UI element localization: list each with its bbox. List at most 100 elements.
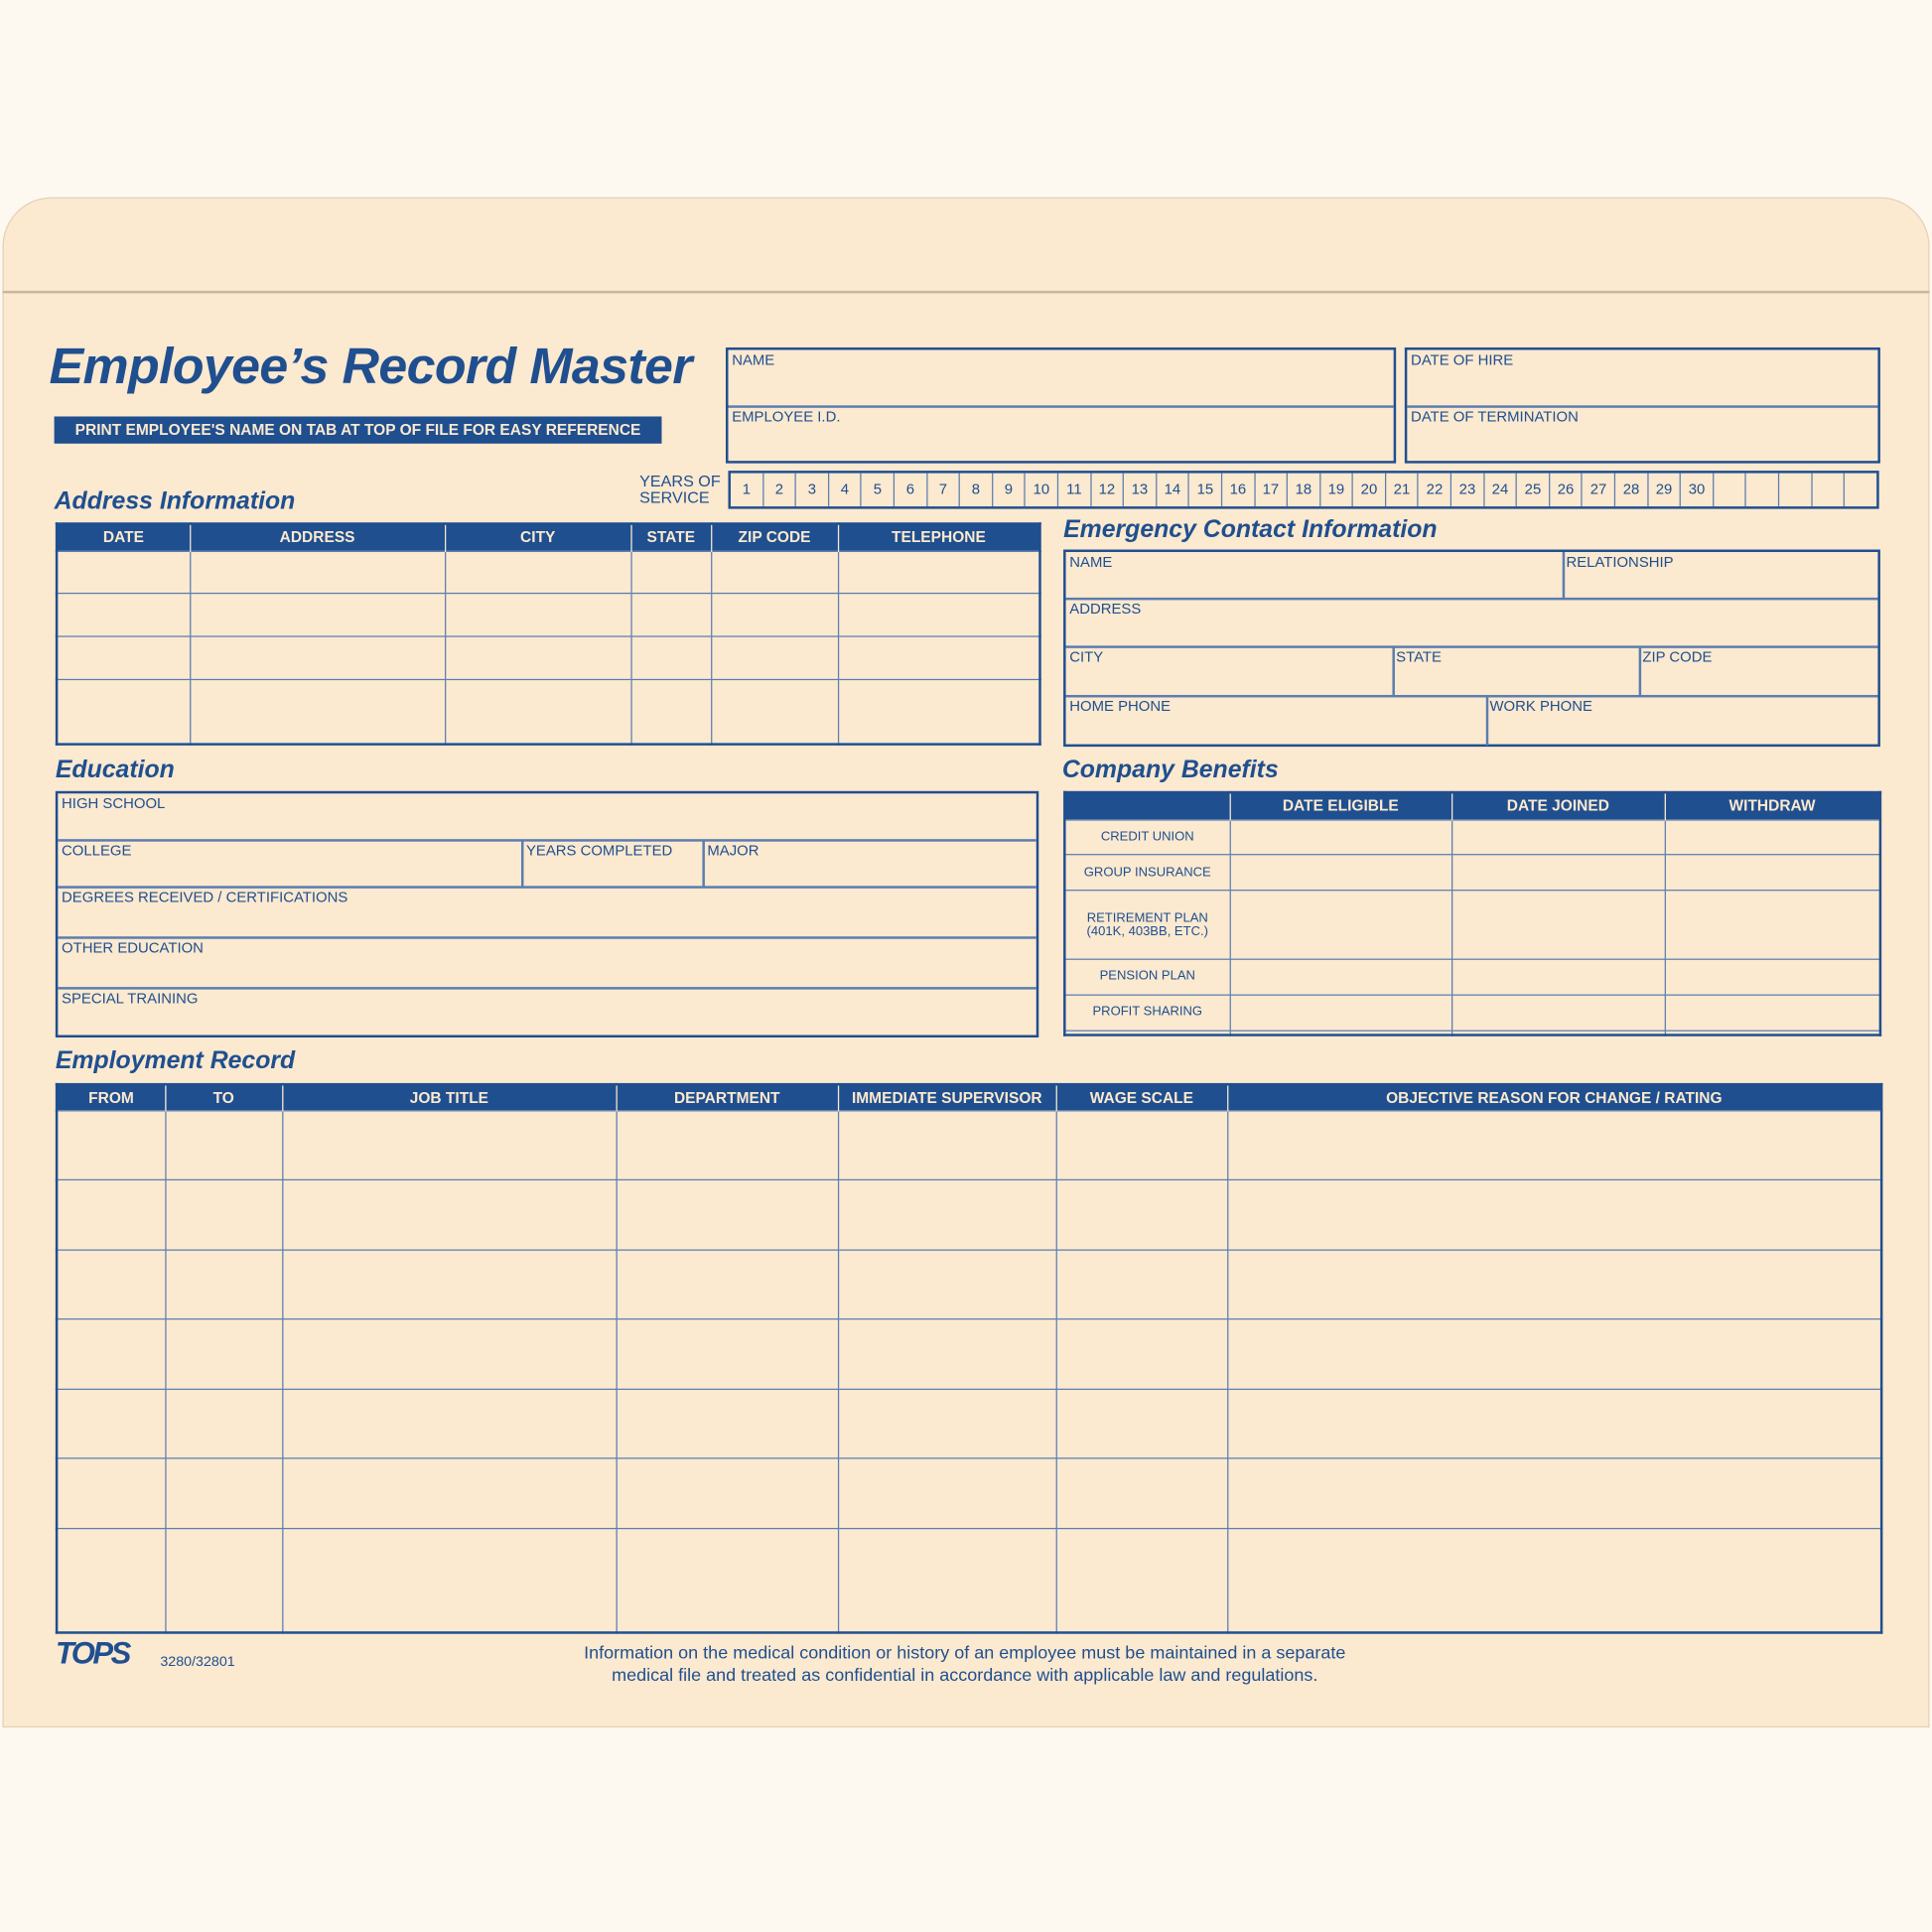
blank-cell: [164, 1457, 283, 1529]
ec-work-phone-field: WORK PHONE: [1489, 697, 1592, 715]
table-row: PROFIT SHARING: [1063, 994, 1881, 1032]
blank-cell: [189, 635, 446, 681]
emergency-contact-box: NAME RELATIONSHIP ADDRESS CITY STATE ZIP…: [1063, 549, 1880, 748]
ec-address-field: ADDRESS: [1069, 600, 1142, 618]
blank-cell: [615, 1457, 839, 1529]
year-box: 28: [1613, 473, 1647, 507]
column-header: FROM: [57, 1084, 166, 1111]
blank-cell: [189, 550, 446, 595]
blank-cell: [1055, 1457, 1228, 1529]
blank-cell: [615, 1318, 839, 1390]
dates-box: DATE OF HIRE DATE OF TERMINATION: [1404, 346, 1880, 464]
year-box: 29: [1646, 473, 1680, 507]
name-field: NAME: [732, 350, 775, 369]
blank-cell: [164, 1388, 283, 1459]
years-label-line1: YEARS OF: [639, 472, 721, 490]
blank-cell: [56, 678, 191, 746]
blank-cell: [56, 1527, 166, 1634]
blank-cell: [164, 1109, 283, 1181]
blank-cell: [189, 678, 446, 746]
ec-state-field: STATE: [1396, 647, 1442, 666]
education-box: HIGH SCHOOL COLLEGE YEARS COMPLETED MAJO…: [55, 790, 1039, 1038]
year-box: 18: [1286, 473, 1319, 507]
blank-cell: [837, 1248, 1057, 1320]
year-box: 14: [1155, 473, 1188, 507]
blank-cell: [56, 1388, 166, 1459]
year-box: 21: [1384, 473, 1418, 507]
benefits-table: DATE ELIGIBLE DATE JOINED WITHDRAW CREDIT U…: [1063, 790, 1882, 1036]
blank-cell: [164, 1178, 283, 1251]
table-row: [56, 1318, 1882, 1390]
blank-cell: [164, 1318, 283, 1390]
blank-cell: [837, 1109, 1057, 1181]
fold-line: [2, 290, 1930, 294]
blank-cell: [281, 1318, 618, 1390]
column-header: ZIP CODE: [710, 523, 838, 551]
employee-id-field: EMPLOYEE I.D.: [732, 407, 841, 426]
college-field: COLLEGE: [62, 841, 132, 860]
row-label: PENSION PLAN: [1063, 958, 1231, 996]
instruction-banner: PRINT EMPLOYEE'S NAME ON TAB AT TOP OF F…: [54, 416, 662, 444]
table-row: [56, 678, 1041, 746]
blank-cell: [1450, 818, 1666, 856]
address-table: DATE ADDRESS CITY STATE ZIP CODE TELEPHONE: [55, 522, 1041, 746]
year-box: [1810, 473, 1844, 507]
tops-logo: TOPS: [55, 1636, 131, 1671]
year-box: [1777, 473, 1811, 507]
special-training-field: SPECIAL TRAINING: [62, 989, 199, 1007]
table-row: [56, 593, 1041, 637]
year-box: 20: [1351, 473, 1385, 507]
year-box: 7: [925, 473, 959, 507]
ec-zip-field: ZIP CODE: [1642, 647, 1713, 666]
year-box: 22: [1417, 473, 1450, 507]
employment-table: FROM TO JOB TITLE DEPARTMENT IMMEDIATE SUPER…: [55, 1082, 1883, 1634]
blank-cell: [281, 1457, 618, 1529]
column-header: DEPARTMENT: [615, 1084, 838, 1111]
year-box: 16: [1220, 473, 1254, 507]
blank-cell: [281, 1527, 618, 1634]
year-box: 30: [1679, 473, 1713, 507]
blank-cell: [1226, 1178, 1882, 1251]
table-row: [56, 550, 1041, 595]
row-label: RETIREMENT PLAN (401K, 403BB, ETC.): [1063, 890, 1231, 960]
date-of-termination-field: DATE OF TERMINATION: [1411, 407, 1579, 426]
blank-cell: [56, 1178, 166, 1251]
table-row: [56, 1527, 1882, 1634]
year-box: 6: [893, 473, 926, 507]
column-header: TO: [164, 1084, 283, 1111]
blank-cell: [1055, 1248, 1228, 1320]
year-box: 26: [1548, 473, 1582, 507]
blank-cell: [1664, 994, 1881, 1032]
blank-cell: [615, 1248, 839, 1320]
table-row: [56, 1109, 1882, 1181]
year-box: 15: [1187, 473, 1221, 507]
year-box: 11: [1056, 473, 1090, 507]
blank-cell: [444, 550, 632, 595]
blank-cell: [56, 635, 191, 681]
row-label: GROUP INSURANCE: [1063, 854, 1231, 892]
year-box: 2: [761, 473, 795, 507]
ec-name-field: NAME: [1069, 553, 1113, 571]
column-header: JOB TITLE: [281, 1084, 617, 1111]
blank-cell: [1664, 890, 1881, 960]
blank-cell: [1055, 1388, 1228, 1459]
table-row: [56, 1388, 1882, 1459]
blank-cell: [629, 635, 712, 681]
year-box: [1843, 473, 1876, 507]
table-row: [56, 1248, 1882, 1320]
table-row: [56, 635, 1041, 681]
year-box: [1744, 473, 1778, 507]
address-heading: Address Information: [54, 487, 296, 515]
major-field: MAJOR: [707, 841, 759, 860]
blank-cell: [1228, 854, 1452, 892]
header-row: DATE ADDRESS CITY STATE ZIP CODE TELEPHONE: [57, 523, 1040, 551]
blank-cell: [281, 1388, 618, 1459]
column-header: [1064, 792, 1230, 820]
table-row: [56, 1178, 1882, 1251]
years-completed-field: YEARS COMPLETED: [525, 841, 673, 860]
blank-cell: [56, 593, 191, 637]
blank-cell: [164, 1527, 283, 1634]
blank-cell: [56, 1457, 166, 1529]
blank-cell: [615, 1527, 839, 1634]
